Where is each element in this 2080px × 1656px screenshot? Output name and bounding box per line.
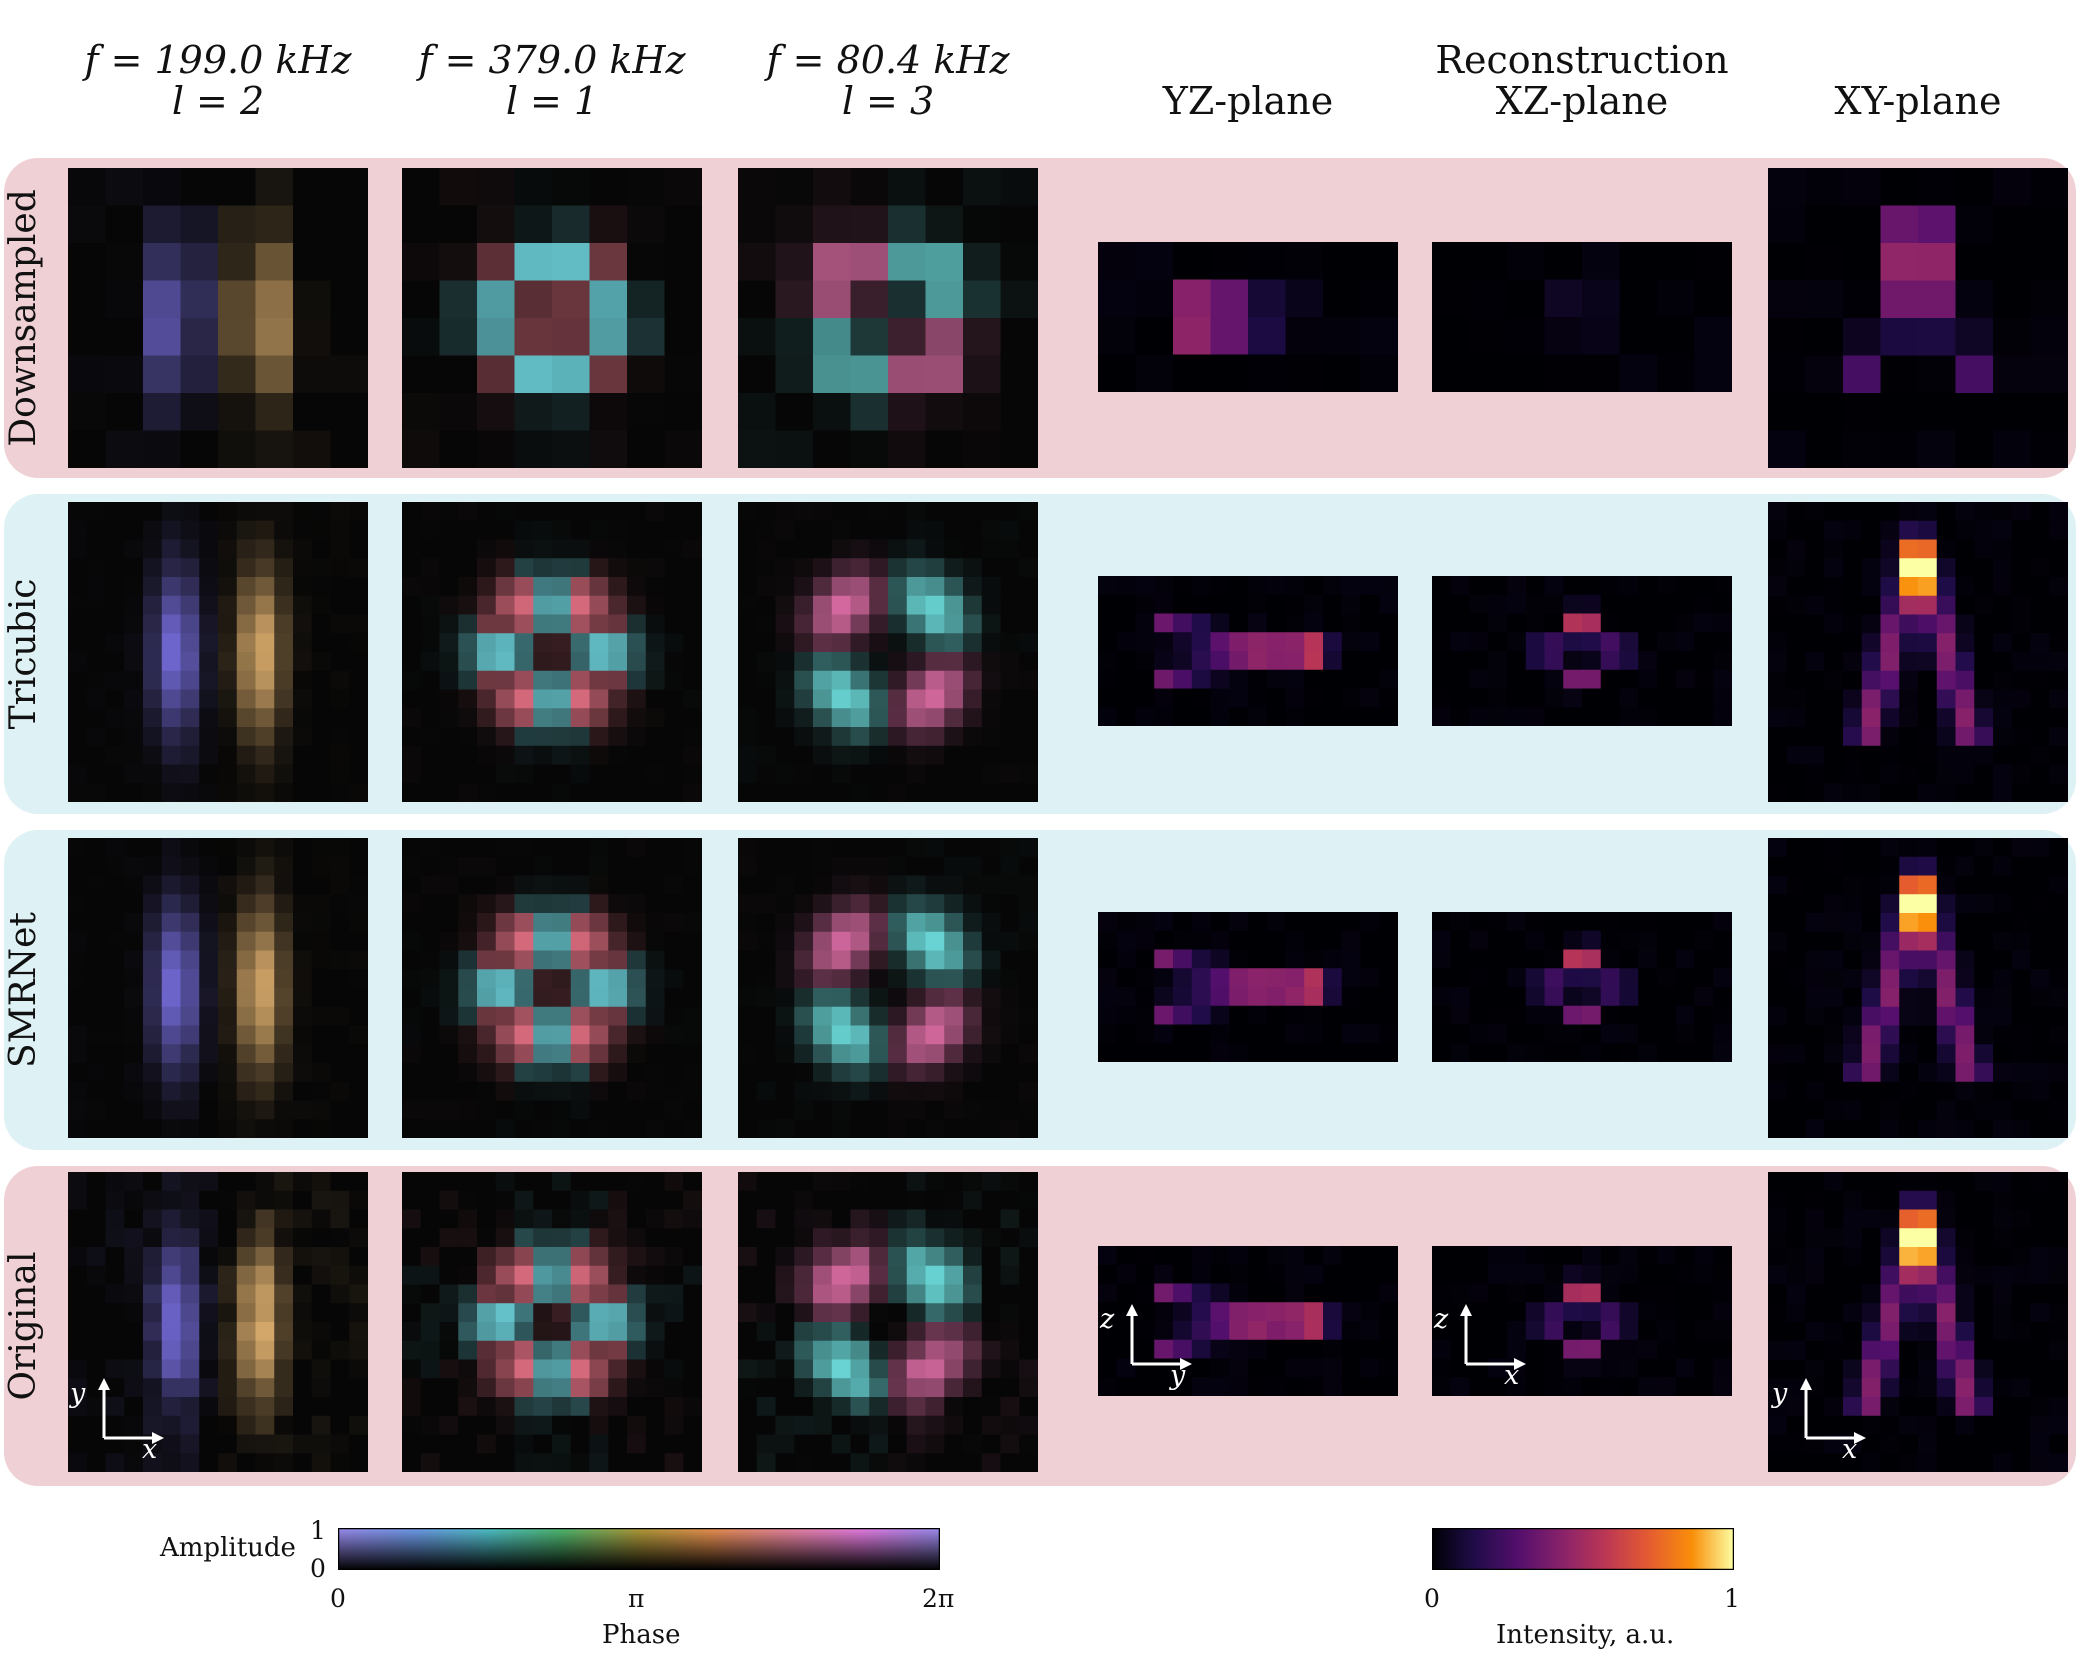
- intensity-colorbar-gradient: [1432, 1528, 1734, 1570]
- xz-plane-original: [1432, 1246, 1732, 1396]
- amp-tick-top: 1: [310, 1516, 326, 1545]
- xz-plane-downsampled: [1432, 242, 1732, 392]
- mode-l3-tricubic: [738, 502, 1038, 802]
- intensity-tick-0: 0: [1424, 1584, 1440, 1613]
- axis-label-x: x: [142, 1434, 158, 1465]
- intensity-label: Intensity, a.u.: [1496, 1620, 1675, 1650]
- mode-l1-tricubic: [402, 502, 702, 802]
- xy-plane-downsampled: [1768, 168, 2068, 468]
- header-reconstruction-title: Reconstruction: [1435, 38, 1729, 82]
- header-col3: f = 80.4 kHz l = 3: [738, 40, 1038, 122]
- yz-plane-smrnet: [1098, 912, 1398, 1062]
- axis-label-x: x: [1842, 1434, 1858, 1465]
- xz-plane-tricubic: [1432, 576, 1732, 726]
- yz-plane-original: [1098, 1246, 1398, 1396]
- axis-label-y: y: [1170, 1360, 1186, 1391]
- header-col3-freq: f = 80.4 kHz: [766, 38, 1010, 82]
- mode-l1-original: [402, 1172, 702, 1472]
- header-reconstruction: Reconstruction XZ-plane: [1432, 40, 1732, 122]
- header-col1-mode: l = 2: [171, 79, 265, 123]
- yz-plane-tricubic: [1098, 576, 1398, 726]
- xy-plane-smrnet: [1768, 838, 2068, 1138]
- mode-l3-downsampled: [738, 168, 1038, 468]
- axis-label-z: z: [1434, 1304, 1449, 1335]
- mode-l2-original: [68, 1172, 368, 1472]
- header-col2-freq: f = 379.0 kHz: [418, 38, 686, 82]
- mode-l2-smrnet: [68, 838, 368, 1138]
- header-col2: f = 379.0 kHz l = 1: [402, 40, 702, 122]
- row-label-downsampled: Downsampled: [3, 189, 44, 447]
- phase-colorbar-gradient: [338, 1528, 940, 1570]
- amp-tick-bottom: 0: [310, 1554, 326, 1583]
- amplitude-label: Amplitude: [160, 1533, 296, 1563]
- header-col1-freq: f = 199.0 kHz: [84, 38, 352, 82]
- phase-tick-pi: π: [628, 1584, 645, 1613]
- mode-l1-smrnet: [402, 838, 702, 1138]
- phase-tick-0: 0: [330, 1584, 346, 1613]
- header-col3-mode: l = 3: [841, 79, 935, 123]
- header-col1: f = 199.0 kHz l = 2: [68, 40, 368, 122]
- row-label-tricubic: Tricubic: [3, 578, 44, 730]
- xy-plane-tricubic: [1768, 502, 2068, 802]
- xy-plane-original: [1768, 1172, 2068, 1472]
- axis-label-y: y: [1772, 1378, 1788, 1409]
- mode-l2-tricubic: [68, 502, 368, 802]
- mode-l3-original: [738, 1172, 1038, 1472]
- xz-plane-smrnet: [1432, 912, 1732, 1062]
- header-yz: YZ-plane: [1162, 79, 1334, 123]
- phase-tick-2pi: 2π: [922, 1584, 955, 1613]
- mode-l1-downsampled: [402, 168, 702, 468]
- axis-label-x: x: [1504, 1360, 1520, 1391]
- row-label-smrnet: SMRNet: [3, 912, 44, 1068]
- header-xz: XZ-plane: [1495, 79, 1669, 123]
- yz-plane-downsampled: [1098, 242, 1398, 392]
- phase-label: Phase: [602, 1620, 681, 1650]
- mode-l3-smrnet: [738, 838, 1038, 1138]
- axis-label-z: z: [1100, 1304, 1115, 1335]
- header-col2-mode: l = 1: [505, 79, 599, 123]
- row-label-original: Original: [3, 1251, 44, 1401]
- mode-l2-downsampled: [68, 168, 368, 468]
- intensity-tick-1: 1: [1724, 1584, 1740, 1613]
- header-xy: XY-plane: [1834, 79, 2002, 123]
- axis-label-y: y: [70, 1378, 86, 1409]
